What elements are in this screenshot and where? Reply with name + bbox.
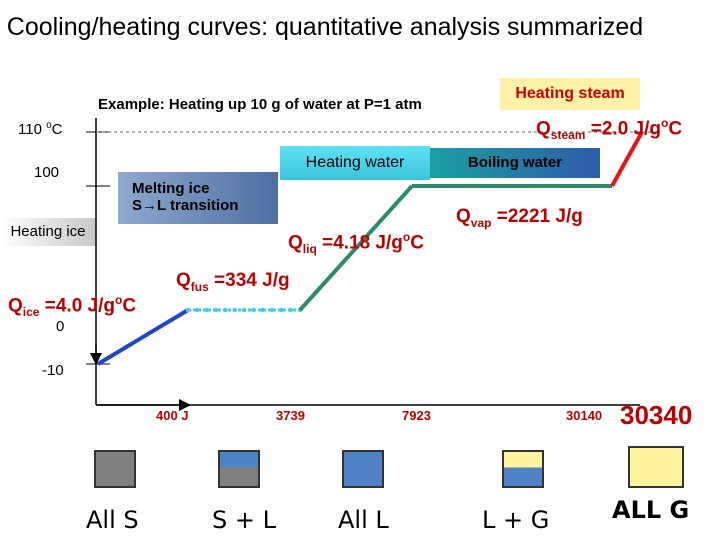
all-solid-cell: [94, 450, 136, 488]
all-gas-cell: [628, 446, 684, 488]
boiling-water-box: Boiling water: [430, 148, 600, 178]
solid-liquid-cell: [218, 450, 260, 488]
melting-ice-label: Melting ice: [132, 180, 210, 197]
melting-marker: [204, 307, 209, 313]
phase-label-all-g: ALL G: [612, 496, 690, 524]
x-tick-400: 400 J: [156, 408, 189, 423]
x-tick-30140: 30140: [566, 408, 603, 423]
melting-marker: [241, 307, 247, 313]
x-tick-3739: 3739: [276, 408, 305, 423]
ice-heating-segment: [96, 308, 190, 366]
melting-transition-label: S→L transition: [132, 197, 239, 214]
q-liq-label: Qliq =4.18 J/goC: [288, 230, 424, 257]
heating-steam-box: Heating steam: [500, 78, 640, 110]
phase-label-l-g: L + G: [482, 506, 550, 534]
melting-marker: [251, 307, 256, 313]
melting-marker: [213, 307, 219, 313]
water-heating-segment: [298, 184, 414, 312]
phase-label-all-s: All S: [86, 506, 139, 534]
heating-water-box: Heating water: [280, 146, 430, 180]
phase-label-all-l: All L: [338, 506, 389, 534]
x-tick-7923: 7923: [402, 408, 431, 423]
q-vap-label: Qvap =2221 J/g: [456, 206, 583, 230]
all-liquid-cell: [342, 450, 384, 488]
heating-ice-box: Heating ice: [0, 218, 96, 246]
melting-marker: [232, 307, 237, 313]
melting-marker: [279, 307, 284, 313]
phase-label-s-l: S + L: [212, 506, 276, 534]
x-tick-30340: 30340: [620, 400, 693, 430]
q-fus-label: Qfus =334 J/g: [176, 270, 290, 294]
y-tick-label-100: 100: [34, 164, 60, 181]
slide-title: Cooling/heating curves: quantitative ana…: [6, 13, 644, 41]
melting-marker: [260, 307, 265, 313]
example-subtitle: Example: Heating up 10 g of water at P=1…: [98, 96, 422, 113]
y-tick-label-minus10: -10: [42, 362, 64, 379]
melting-marker: [223, 307, 228, 313]
y-tick-label-110: 110 oC: [18, 120, 63, 138]
y-tick-label-0: 0: [56, 318, 65, 335]
q-ice-label: Qice =4.0 J/goC: [8, 293, 137, 320]
melting-marker: [195, 307, 200, 313]
melting-marker: [288, 307, 293, 313]
steam-heating-segment: [610, 131, 644, 187]
liquid-gas-cell: [502, 450, 544, 488]
melting-ice-box: Melting ice S→L transition: [118, 172, 278, 224]
q-steam-label: Qsteam =2.0 J/goC: [536, 116, 683, 143]
melting-marker: [269, 307, 275, 313]
melting-marker: [185, 307, 191, 313]
